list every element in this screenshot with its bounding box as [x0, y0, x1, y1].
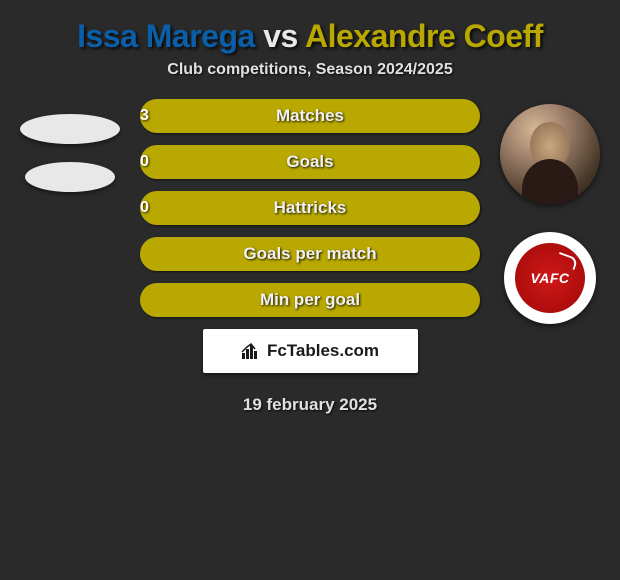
player2-club-badge: VAFC — [504, 232, 596, 324]
stat-row: Min per goal — [140, 283, 480, 317]
player1-column — [10, 99, 130, 200]
player1-club-placeholder — [25, 162, 115, 192]
stat-label: Goals per match — [140, 237, 480, 271]
stat-row: 0Hattricks — [140, 191, 480, 225]
subtitle: Club competitions, Season 2024/2025 — [0, 61, 620, 99]
stat-label: Hattricks — [140, 191, 480, 225]
stats-column: 3Matches0Goals0HattricksGoals per matchM… — [140, 99, 480, 317]
stat-label: Goals — [140, 145, 480, 179]
player2-avatar — [500, 104, 600, 204]
stat-row: 0Goals — [140, 145, 480, 179]
player2-value: 3 — [140, 107, 149, 125]
stat-label: Matches — [140, 99, 480, 133]
player1-avatar-placeholder — [20, 114, 120, 144]
player2-column: VAFC — [490, 99, 610, 324]
stat-label: Min per goal — [140, 283, 480, 317]
player2-value: 0 — [140, 199, 149, 217]
club-badge-text: VAFC — [530, 270, 569, 286]
player2-value: 0 — [140, 153, 149, 171]
date: 19 february 2025 — [10, 395, 610, 415]
page-title: Issa Marega vs Alexandre Coeff — [0, 0, 620, 61]
comparison-card: Issa Marega vs Alexandre Coeff Club comp… — [0, 0, 620, 415]
player1-name: Issa Marega — [77, 18, 255, 54]
vs-text: vs — [263, 18, 298, 54]
player2-name: Alexandre Coeff — [305, 18, 543, 54]
vafc-badge: VAFC — [515, 243, 585, 313]
main-area: VAFC 3Matches0Goals0HattricksGoals per m… — [0, 99, 620, 415]
stat-row: Goals per match — [140, 237, 480, 271]
barchart-icon — [241, 341, 261, 361]
site-watermark: FcTables.com — [203, 329, 418, 373]
site-name: FcTables.com — [267, 341, 379, 361]
stat-row: 3Matches — [140, 99, 480, 133]
